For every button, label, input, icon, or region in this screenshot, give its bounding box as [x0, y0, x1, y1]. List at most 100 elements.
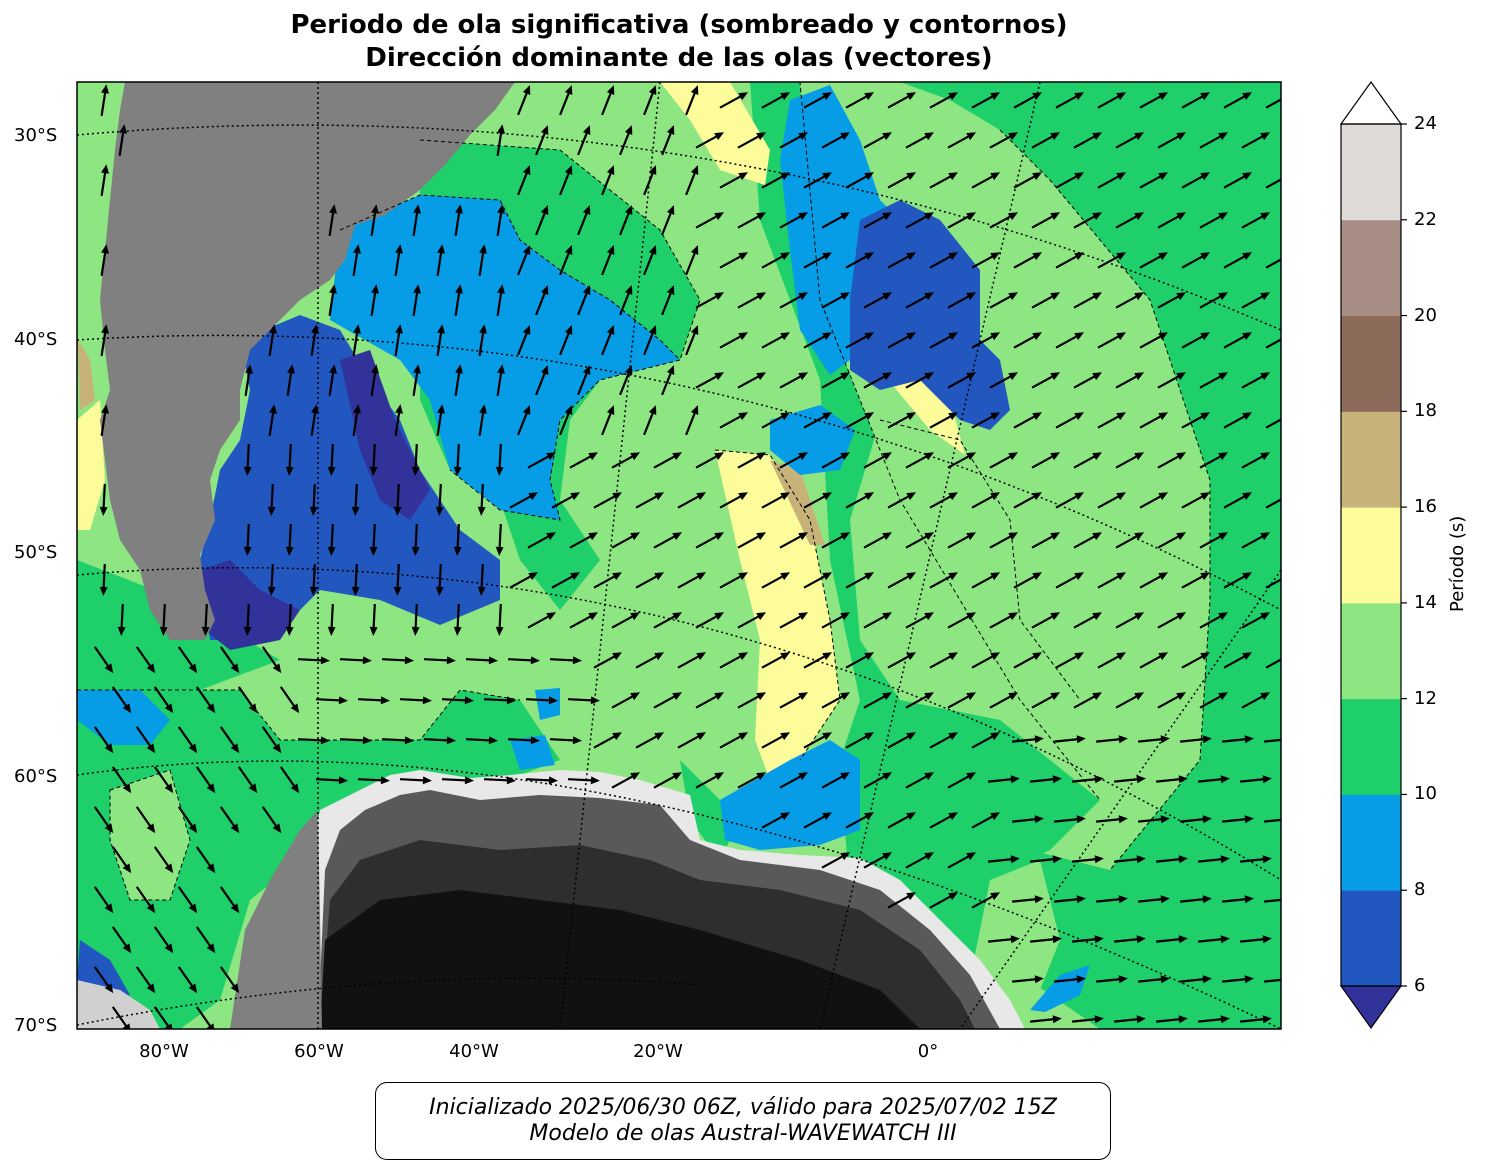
wave-vector-head: [479, 404, 487, 414]
wave-vector: [1013, 494, 1038, 509]
ice-corner-west: [77, 980, 160, 1029]
wave-vector: [929, 254, 954, 269]
wave-vector-head: [948, 892, 958, 901]
wave-vector: [905, 294, 930, 309]
wave-vector: [1181, 494, 1206, 509]
wave-vector: [1097, 254, 1122, 269]
wave-vector-head: [906, 172, 916, 181]
wave-vector: [288, 603, 292, 631]
wave-vector-head: [756, 612, 766, 621]
wave-vector-head: [738, 412, 748, 421]
wave-vector-head: [570, 492, 580, 501]
wave-vector: [352, 409, 359, 436]
lat-label-70s: 70°S: [14, 1015, 58, 1036]
wave-vector: [288, 443, 292, 471]
wave-vector: [971, 174, 996, 189]
wave-vector: [1223, 494, 1248, 509]
wave-vector-head: [1202, 975, 1212, 984]
wave-vector: [643, 330, 655, 356]
wave-vector: [1031, 534, 1056, 549]
wave-vector-head: [624, 125, 633, 135]
wave-vector: [905, 854, 930, 869]
wave-vector-head: [1118, 975, 1128, 984]
wave-vector-head: [882, 292, 892, 301]
wave-vector-head: [1034, 975, 1044, 984]
wave-vector-head: [117, 626, 126, 636]
wave-vector: [845, 414, 870, 429]
wave-vector: [989, 614, 1014, 629]
wave-vector: [525, 778, 553, 782]
wave-vector-head: [1158, 492, 1168, 501]
wave-vector-head: [1242, 652, 1252, 661]
wave-vector: [352, 249, 359, 276]
wave-vector-head: [1160, 975, 1170, 984]
wave-vector: [1139, 654, 1164, 669]
wave-vector: [527, 534, 552, 549]
wave-vector: [845, 254, 870, 269]
wave-vector-head: [497, 364, 505, 374]
wave-vector: [1073, 134, 1098, 149]
wave-vector-head: [654, 652, 664, 661]
wave-vector: [821, 534, 846, 549]
wave-vector: [989, 534, 1014, 549]
wave-vector: [1221, 817, 1249, 823]
wave-vector-head: [146, 663, 156, 674]
wave-vector-head: [351, 586, 360, 596]
wave-vector: [496, 129, 503, 156]
wave-vector: [496, 209, 503, 236]
colorbar-segment-10-12: [1341, 698, 1401, 795]
wave-vector: [535, 370, 547, 396]
wave-vector-head: [966, 532, 976, 541]
wave-vector: [971, 494, 996, 509]
wave-vector-head: [1008, 532, 1018, 541]
wave-vector: [312, 483, 316, 511]
wave-vector: [661, 290, 673, 316]
wave-vector: [779, 534, 804, 549]
wave-vector: [1157, 134, 1182, 149]
wave-vector-head: [780, 492, 790, 501]
wave-vector: [887, 334, 912, 349]
wave-vector-head: [630, 612, 640, 621]
wave-vector: [643, 90, 655, 116]
wave-vector: [905, 694, 930, 709]
wave-vector-head: [606, 245, 615, 255]
wave-vector: [737, 294, 762, 309]
wave-vector: [237, 766, 255, 789]
wave-vector-head: [320, 656, 330, 665]
wave-vector-head: [564, 85, 573, 95]
colorbar-frame: [1340, 123, 1402, 987]
wave-vector-head: [990, 252, 1000, 261]
wave-vector: [1199, 294, 1224, 309]
wave-vector: [653, 694, 678, 709]
wave-vector-head: [840, 852, 850, 861]
wave-vector-head: [1076, 895, 1086, 904]
wave-vector: [761, 414, 786, 429]
wave-vector: [1239, 937, 1267, 943]
wave-vector-head: [1218, 692, 1228, 701]
wave-vector-head: [1260, 212, 1270, 221]
wave-vector-head: [371, 364, 379, 374]
wave-vector-head: [1008, 292, 1018, 301]
wave-vector-head: [528, 572, 538, 581]
wave-vector: [779, 214, 804, 229]
wave-vector: [1071, 937, 1099, 943]
wave-vector: [1013, 254, 1038, 269]
wave-vector-head: [1244, 895, 1254, 904]
wave-vector-head: [1262, 855, 1272, 864]
wave-vector: [1137, 977, 1165, 983]
wave-vector-head: [882, 692, 892, 701]
wave-vector: [1073, 454, 1098, 469]
wave-vector: [339, 658, 367, 662]
wave-vector-head: [411, 626, 420, 636]
wave-vector-head: [588, 452, 598, 461]
wave-vector-head: [206, 783, 216, 794]
wave-vector-head: [696, 572, 706, 581]
wave-vector-head: [672, 692, 682, 701]
wave-vector: [947, 134, 972, 149]
wave-vector: [483, 698, 511, 702]
wave-vector: [381, 658, 409, 662]
wave-vector: [559, 330, 571, 356]
wave-vector-head: [1160, 895, 1170, 904]
wave-vector: [1095, 817, 1123, 823]
wave-vector-head: [1305, 775, 1314, 783]
